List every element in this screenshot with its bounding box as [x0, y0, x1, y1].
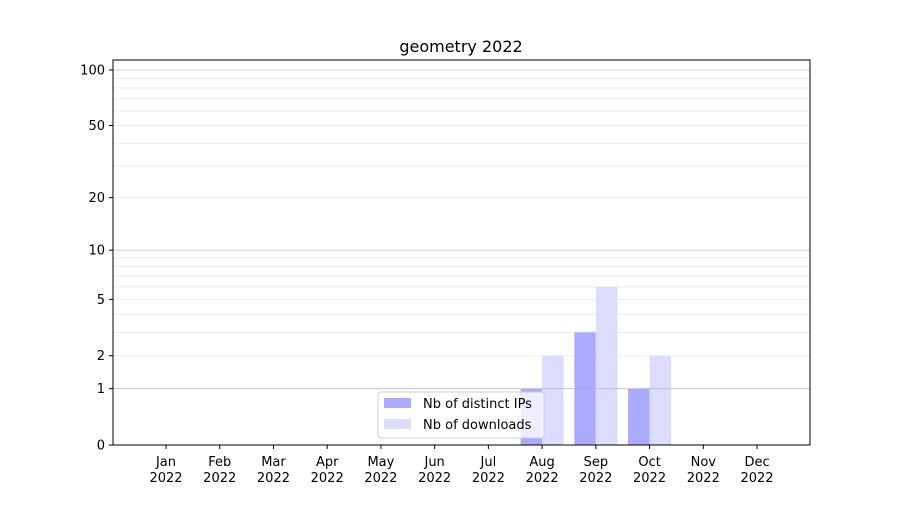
x-tick-label-line: Feb — [208, 455, 231, 470]
x-tick-label: Feb 2022 — [203, 455, 236, 486]
x-tick-label-line: Jan — [155, 455, 176, 470]
x-tick-label-line: 2022 — [257, 471, 290, 486]
x-tick-label: Jul 2022 — [472, 455, 505, 486]
x-tick-label: Apr 2022 — [311, 455, 344, 486]
x-tick-label-line: 2022 — [364, 471, 397, 486]
x-tick-label-line: Oct — [638, 455, 660, 470]
x-tick-label: Sep 2022 — [579, 455, 612, 486]
x-tick-label: Mar 2022 — [257, 455, 290, 486]
x-tick-label-line: Sep — [584, 455, 609, 470]
bar-downloads — [542, 355, 564, 445]
x-tick-label-line: 2022 — [687, 471, 720, 486]
x-tick-label-line: Jun — [423, 455, 444, 470]
legend-box — [377, 391, 545, 439]
x-tick-label: May 2022 — [364, 455, 397, 486]
legend-swatch — [384, 398, 411, 408]
x-tick-label-line: 2022 — [526, 471, 559, 486]
x-tick-label-line: May — [367, 455, 394, 470]
legend: Nb of distinct IPs Nb of downloads — [377, 391, 545, 439]
x-tick-label-line: 2022 — [149, 471, 182, 486]
bar-downloads — [649, 355, 672, 445]
x-tick-label: Aug 2022 — [526, 455, 559, 486]
x-tick-label: Oct 2022 — [633, 455, 666, 486]
y-tick-label: 0 — [97, 439, 105, 454]
x-tick-label-line: 2022 — [203, 471, 236, 486]
y-tick-label: 1 — [97, 382, 105, 397]
x-tick-label-line: 2022 — [418, 471, 451, 486]
bar-ips — [628, 388, 650, 445]
x-tick-label-line: Nov — [691, 455, 717, 470]
x-tick-label-line: 2022 — [740, 471, 773, 486]
bar-downloads — [595, 286, 618, 445]
x-tick-label-line: 2022 — [472, 471, 505, 486]
x-tick-label-line: Apr — [316, 455, 339, 470]
x-tick-label: Jun 2022 — [418, 455, 451, 486]
x-tick-label-line: 2022 — [579, 471, 612, 486]
y-tick-label: 50 — [88, 119, 105, 134]
legend-label: Nb of downloads — [423, 418, 532, 433]
y-tick-label: 5 — [97, 293, 105, 308]
chart-title: geometry 2022 — [399, 37, 522, 56]
x-tick-label-line: Dec — [744, 455, 769, 470]
x-tick-label-line: Jul — [480, 455, 497, 470]
y-tick-label: 20 — [88, 191, 105, 206]
y-tick-label: 100 — [80, 64, 105, 79]
x-tick-label-line: 2022 — [633, 471, 666, 486]
x-tick-label-line: 2022 — [311, 471, 344, 486]
legend-label: Nb of distinct IPs — [423, 397, 532, 412]
x-tick-label: Jan 2022 — [149, 455, 182, 486]
x-tick-label-line: Aug — [529, 455, 554, 470]
x-tick-label-line: Mar — [261, 455, 286, 470]
y-tick-label: 10 — [88, 244, 105, 259]
legend-swatch — [384, 419, 411, 429]
axes-frame — [112, 59, 811, 446]
x-tick-label: Dec 2022 — [740, 455, 773, 486]
y-tick-label: 2 — [97, 349, 105, 364]
x-tick-label: Nov 2022 — [687, 455, 720, 486]
